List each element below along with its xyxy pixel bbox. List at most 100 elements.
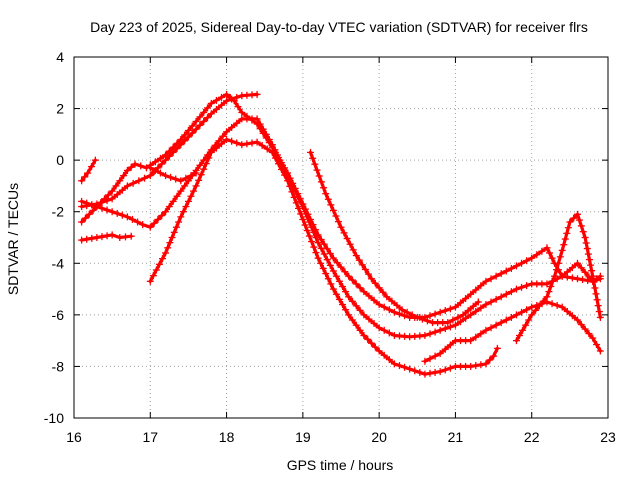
data-point-marker	[431, 328, 439, 336]
data-point-marker	[259, 125, 267, 133]
data-point-marker	[482, 326, 490, 334]
data-point-marker	[446, 305, 454, 313]
data-point-marker	[593, 296, 601, 304]
data-point-marker	[88, 163, 96, 171]
data-point-marker	[268, 141, 276, 149]
data-point-marker	[454, 313, 462, 321]
data-point-marker	[477, 330, 485, 338]
data-point-marker	[258, 142, 266, 150]
data-point-marker	[411, 367, 419, 375]
data-point-marker	[573, 316, 581, 324]
data-point-marker	[253, 138, 261, 146]
data-point-marker	[546, 249, 554, 257]
data-point-marker	[385, 329, 393, 337]
data-point-marker	[390, 360, 398, 368]
data-point-marker	[365, 315, 373, 323]
data-point-marker	[248, 139, 256, 147]
data-point-marker	[545, 288, 553, 296]
data-point-marker	[487, 275, 495, 283]
data-point-marker	[253, 90, 261, 98]
data-point-marker	[311, 160, 319, 168]
data-point-marker	[281, 171, 289, 179]
data-point-marker	[187, 192, 195, 200]
data-point-marker	[315, 172, 323, 180]
data-point-marker	[329, 254, 337, 262]
x-tick-label: 18	[219, 429, 235, 445]
data-point-marker	[393, 301, 401, 309]
data-point-marker	[525, 316, 533, 324]
data-point-marker	[217, 93, 225, 101]
data-point-marker	[162, 156, 170, 164]
data-point-marker	[128, 215, 136, 223]
data-point-marker	[371, 343, 379, 351]
data-point-marker	[123, 213, 131, 221]
x-tick-label: 22	[524, 429, 540, 445]
data-point-marker	[146, 277, 154, 285]
data-point-marker	[368, 339, 376, 347]
data-point-marker	[340, 229, 348, 237]
data-point-marker	[356, 306, 364, 314]
data-point-marker	[587, 261, 595, 269]
data-point-marker	[592, 290, 600, 298]
data-point-marker	[446, 323, 454, 331]
data-point-marker	[123, 166, 131, 174]
data-point-marker	[274, 160, 282, 168]
data-point-marker	[139, 221, 147, 229]
data-point-marker	[303, 227, 311, 235]
data-point-marker	[436, 308, 444, 316]
data-point-marker	[482, 277, 490, 285]
data-point-marker	[223, 90, 231, 98]
data-point-marker	[167, 173, 175, 181]
data-point-marker	[502, 316, 510, 324]
data-point-marker	[204, 104, 211, 112]
data-point-marker	[441, 325, 449, 333]
data-point-marker	[345, 272, 353, 280]
data-point-marker	[223, 136, 231, 144]
data-point-marker	[294, 204, 302, 212]
data-point-marker	[558, 272, 566, 280]
y-tick-label: -2	[52, 204, 65, 220]
data-point-marker	[352, 302, 360, 310]
data-point-marker	[137, 162, 145, 170]
data-point-marker	[172, 175, 180, 183]
data-point-marker	[339, 301, 347, 309]
data-point-marker	[590, 278, 598, 286]
data-point-marker	[472, 333, 480, 341]
data-point-marker	[181, 137, 189, 145]
data-point-marker	[444, 319, 452, 327]
data-point-marker	[431, 352, 439, 360]
data-point-marker	[385, 306, 393, 314]
data-point-marker	[179, 208, 187, 216]
data-point-marker	[563, 268, 571, 276]
data-point-marker	[149, 272, 157, 280]
data-point-marker	[238, 108, 246, 116]
data-point-marker	[103, 197, 111, 205]
data-point-marker	[584, 250, 592, 258]
data-point-marker	[286, 182, 294, 190]
data-point-marker	[449, 316, 457, 324]
data-point-marker	[570, 214, 578, 222]
data-point-marker	[177, 141, 185, 149]
data-point-marker	[207, 99, 215, 107]
x-tick-label: 16	[66, 429, 82, 445]
data-point-marker	[327, 280, 335, 288]
series-line-track-8	[308, 150, 480, 325]
data-point-marker	[162, 208, 170, 216]
data-point-marker	[238, 141, 246, 149]
data-point-marker	[343, 235, 351, 243]
data-point-marker	[93, 234, 101, 241]
data-point-marker	[345, 293, 353, 301]
y-tick-label: -6	[52, 307, 65, 323]
data-point-marker	[421, 331, 429, 339]
data-point-marker	[173, 192, 181, 200]
data-point-marker	[358, 261, 366, 269]
data-point-marker	[78, 197, 86, 205]
y-tick-label: -8	[52, 358, 65, 374]
data-point-marker	[123, 182, 131, 190]
data-point-marker	[518, 283, 526, 291]
data-point-marker	[551, 272, 559, 280]
data-point-marker	[355, 256, 363, 264]
data-point-marker	[196, 121, 204, 129]
data-point-marker	[352, 252, 360, 260]
data-point-marker	[477, 282, 485, 290]
